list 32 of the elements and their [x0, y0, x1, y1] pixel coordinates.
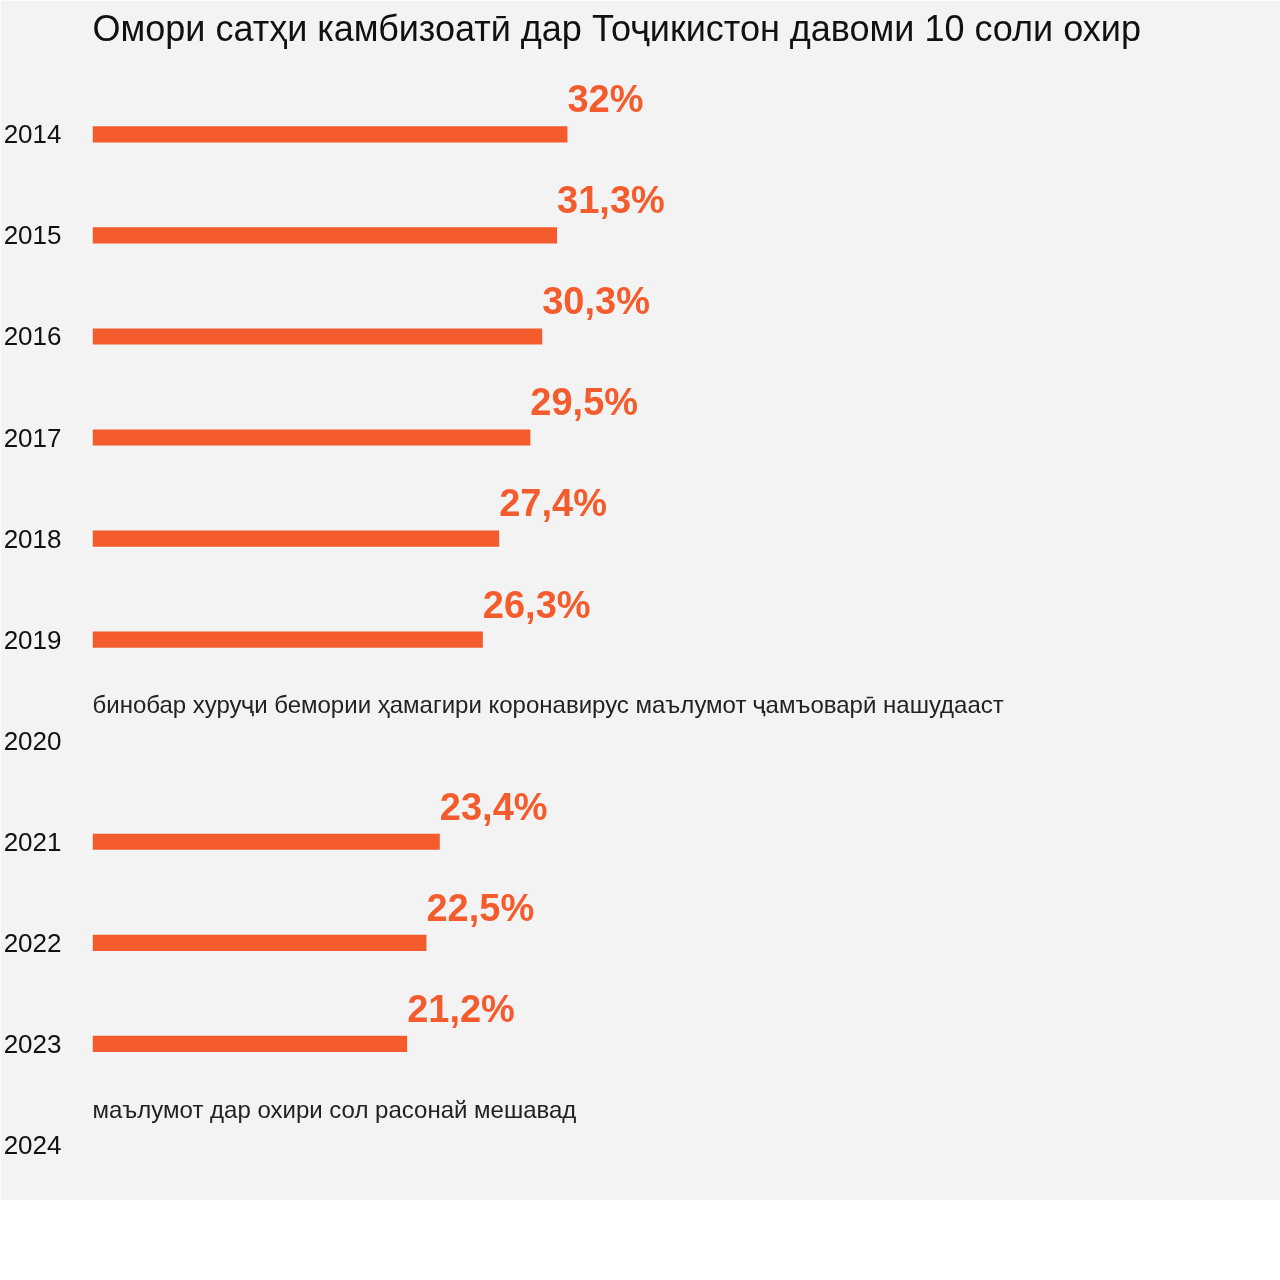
- data-label: 27,4%: [499, 482, 607, 525]
- y-tick-label: 2019: [3, 624, 62, 655]
- y-tick-label: 2016: [3, 321, 62, 352]
- data-label: 32%: [567, 78, 644, 121]
- data-label: 31,3%: [557, 179, 665, 222]
- data-label: 23,4%: [439, 785, 548, 828]
- data-label: 21,2%: [407, 987, 515, 1030]
- y-tick-label: 2024: [3, 1129, 62, 1160]
- bar: [92, 1035, 408, 1052]
- data-label: 30,3%: [542, 280, 650, 323]
- bar: [92, 227, 558, 244]
- bar: [92, 631, 483, 648]
- y-tick-label: 2015: [3, 220, 62, 251]
- bar: [92, 530, 500, 547]
- chart-title: Омори сатҳи камбизоатӣ дар Тоҷикистон давоми 10 соли охир: [92, 7, 1141, 49]
- y-tick-label: 2014: [3, 119, 62, 150]
- annotation: маълумот дар охири сол расонай мешавад: [92, 1095, 577, 1123]
- bar: [92, 126, 568, 143]
- data-label: 26,3%: [482, 583, 591, 626]
- bar: [92, 328, 543, 345]
- y-tick-label: 2023: [3, 1028, 62, 1059]
- y-tick-label: 2021: [3, 826, 62, 857]
- bar: [92, 934, 427, 951]
- y-tick-label: 2017: [3, 422, 62, 453]
- y-tick-label: 2018: [3, 523, 62, 554]
- data-label: 29,5%: [530, 381, 639, 424]
- y-tick-label: 2022: [3, 927, 62, 958]
- bar: [92, 833, 440, 850]
- y-tick-label: 2020: [3, 725, 62, 756]
- annotation: бинобар хуруҷи бемории ҳамагири коронавирус маълумот ҷамъоварӣ нашудааст: [92, 691, 1004, 719]
- data-label: 22,5%: [426, 886, 535, 929]
- bar: [92, 429, 531, 446]
